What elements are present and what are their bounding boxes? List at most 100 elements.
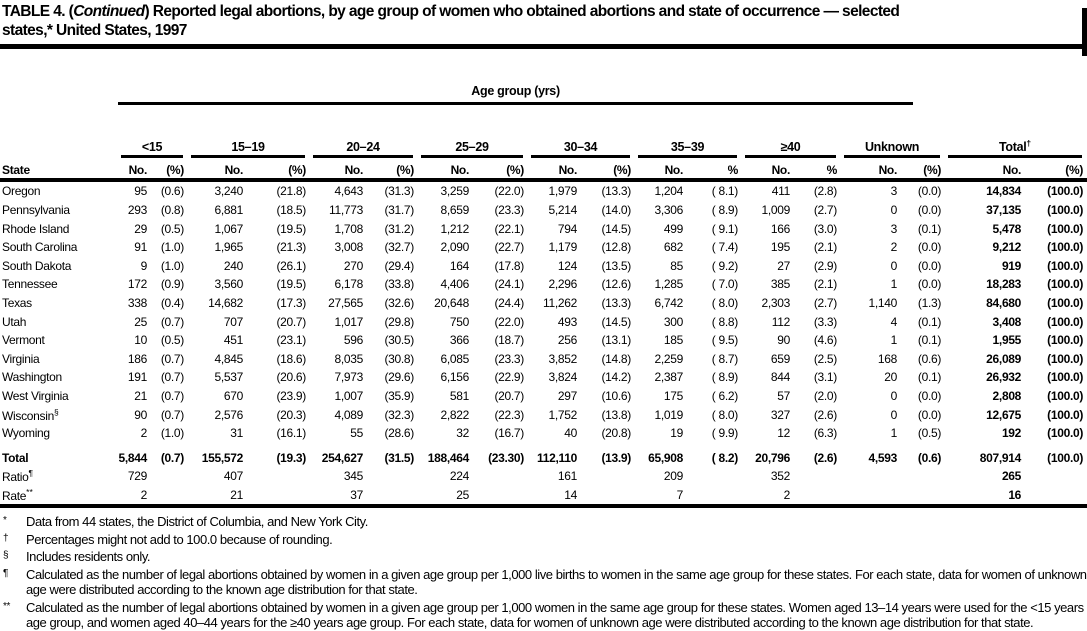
count-cell: 1,708 bbox=[334, 221, 363, 236]
count-cell: 265 bbox=[1001, 469, 1022, 484]
pct-cell: (23.9) bbox=[276, 388, 306, 403]
group-header-label: 15–19 bbox=[191, 140, 305, 159]
count-cell: 1,965 bbox=[214, 240, 243, 255]
count-cell: 21 bbox=[230, 487, 243, 502]
count-cell: 7 bbox=[676, 487, 684, 502]
pct-cell: (100.0) bbox=[1047, 240, 1084, 255]
count-cell: 3,306 bbox=[654, 203, 683, 218]
count-cell: 240 bbox=[223, 258, 243, 273]
row-label-cell: Wisconsin§ bbox=[2, 406, 59, 423]
count-cell: 729 bbox=[127, 469, 147, 484]
pct-cell: (0.1) bbox=[917, 370, 942, 385]
count-cell: 2,090 bbox=[440, 240, 469, 255]
count-cell: 1,019 bbox=[654, 407, 683, 422]
pct-cell bbox=[368, 486, 418, 505]
count-cell: 3,560 bbox=[214, 277, 243, 292]
pct-cell: (29.6) bbox=[384, 370, 414, 385]
pct-cell: (2.1) bbox=[813, 277, 837, 292]
count-cell: 155,572 bbox=[201, 450, 244, 465]
pct-cell: ( 9.2) bbox=[711, 258, 739, 273]
pct-cell: (13.5) bbox=[601, 258, 631, 273]
state-row: West Virginia 21 (0.7) 670 (23.9) 1,007 (35.9)… bbox=[0, 387, 1087, 406]
count-cell: 2,303 bbox=[761, 296, 790, 311]
pct-cell: (100.0) bbox=[1047, 351, 1084, 366]
count-cell: 1,979 bbox=[548, 184, 577, 199]
state-row: Rhode Island 29 (0.5) 1,067 (19.5) 1,708 (31.2… bbox=[0, 219, 1087, 238]
count-cell: 188,464 bbox=[427, 450, 470, 465]
pct-cell: (0.0) bbox=[917, 184, 942, 199]
state-row: Utah 25 (0.7) 707 (20.7) 1,017 (29.8) 750 (22.0)… bbox=[0, 312, 1087, 331]
count-cell: 659 bbox=[770, 351, 790, 366]
count-cell: 18,283 bbox=[986, 277, 1022, 292]
group-header-label: Unknown bbox=[844, 140, 941, 159]
empty-header-cell bbox=[945, 51, 1087, 133]
footnote-marker-sup: ¶ bbox=[28, 468, 34, 479]
pct-cell: (20.6) bbox=[276, 370, 306, 385]
count-cell: 164 bbox=[449, 258, 469, 273]
count-cell: 95 bbox=[134, 184, 147, 199]
row-label-cell: Rate** bbox=[2, 486, 33, 503]
count-cell: 6,178 bbox=[334, 277, 363, 292]
pct-cell: ( 9.5) bbox=[711, 333, 739, 348]
pct-cell: (30.8) bbox=[384, 351, 414, 366]
count-cell: 25 bbox=[134, 314, 147, 329]
count-cell: 84,680 bbox=[986, 296, 1022, 311]
count-cell: 5,537 bbox=[214, 370, 243, 385]
pct-cell: (2.7) bbox=[813, 203, 837, 218]
pct-cell: (35.9) bbox=[384, 388, 414, 403]
pct-cell: (17.3) bbox=[276, 296, 306, 311]
count-cell: 191 bbox=[127, 370, 147, 385]
table-title: TABLE 4. (Continued) Reported legal abor… bbox=[0, 0, 1087, 40]
pct-cell: (6.3) bbox=[813, 426, 837, 441]
count-cell: 85 bbox=[670, 258, 683, 273]
state-row: Texas 338 (0.4) 14,682 (17.3) 27,565 (32.6) 20,… bbox=[0, 294, 1087, 313]
no-column-header: No. bbox=[118, 158, 152, 183]
group-header-label: 20–24 bbox=[313, 140, 413, 159]
pct-cell: (4.6) bbox=[813, 333, 837, 348]
pct-cell: (23.3) bbox=[494, 203, 524, 218]
pct-column-header: (%) bbox=[902, 158, 946, 183]
table-body: Oregon 95 (0.6) 3,240 (21.8) 4,643 (31.3) 3,259… bbox=[0, 180, 1087, 504]
pct-cell: (0.0) bbox=[917, 203, 942, 218]
pct-cell: (23.30) bbox=[488, 450, 524, 465]
footnote-marker: ** bbox=[3, 600, 10, 612]
footnote-text: Calculated as the number of legal aborti… bbox=[26, 566, 1087, 598]
pct-cell: (0.0) bbox=[917, 240, 942, 255]
state-row: Wisconsin§ 90 (0.7) 2,576 (20.3) 4,089 (32.3) 2… bbox=[0, 405, 1087, 424]
pct-cell: (22.0) bbox=[494, 314, 524, 329]
footnotes: * Data from 44 states, the District of Co… bbox=[0, 508, 1087, 631]
row-label-cell: Pennsylvania bbox=[2, 203, 70, 218]
pct-cell: ( 8.9) bbox=[711, 203, 739, 218]
count-cell: 185 bbox=[663, 333, 683, 348]
count-cell: 14 bbox=[564, 487, 577, 502]
count-cell: 37,135 bbox=[986, 203, 1022, 218]
group-header-age-7: Unknown bbox=[841, 133, 945, 159]
pct-cell: (32.6) bbox=[384, 296, 414, 311]
pct-column-header: (%) bbox=[582, 158, 635, 183]
summary-row: Ratio¶ 729 407 345 224 161 209 352 265 bbox=[0, 467, 1087, 486]
pct-cell: (26.1) bbox=[276, 258, 306, 273]
count-cell: 327 bbox=[770, 407, 790, 422]
count-cell: 161 bbox=[557, 469, 577, 484]
no-column-header: No. bbox=[188, 158, 248, 183]
title-rule bbox=[0, 44, 1087, 49]
count-cell: 6,085 bbox=[440, 351, 469, 366]
state-row: Oregon 95 (0.6) 3,240 (21.8) 4,643 (31.3) 3,259… bbox=[0, 180, 1087, 201]
pct-cell: (100.0) bbox=[1047, 388, 1084, 403]
count-cell: 707 bbox=[223, 314, 243, 329]
pct-cell: ( 7.4) bbox=[711, 240, 739, 255]
pct-cell: (23.1) bbox=[276, 333, 306, 348]
pct-cell: ( 8.0) bbox=[711, 296, 739, 311]
pct-cell bbox=[474, 467, 528, 486]
count-cell: 12 bbox=[777, 426, 790, 441]
pct-cell bbox=[474, 486, 528, 505]
count-cell: 192 bbox=[1001, 426, 1022, 441]
count-cell: 407 bbox=[223, 469, 243, 484]
count-cell: 40 bbox=[564, 426, 577, 441]
count-cell: 1,009 bbox=[761, 203, 790, 218]
pct-cell: (0.9) bbox=[160, 277, 184, 292]
pct-cell: (0.7) bbox=[160, 370, 184, 385]
pct-cell: (0.6) bbox=[917, 351, 942, 366]
pct-cell: (22.3) bbox=[494, 407, 524, 422]
no-column-header: No. bbox=[945, 158, 1027, 183]
